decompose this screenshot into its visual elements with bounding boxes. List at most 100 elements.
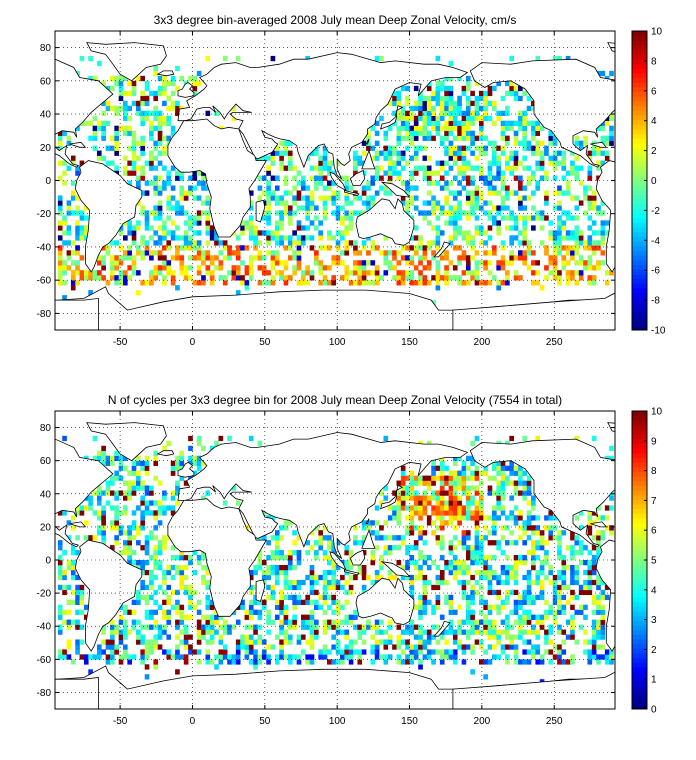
heatmap-cell [492, 629, 497, 635]
heatmap-cell [331, 579, 337, 586]
heatmap-cell [500, 629, 506, 635]
heatmap-cell [413, 490, 419, 496]
heatmap-cell [144, 220, 150, 226]
heatmap-cell [492, 604, 497, 610]
heatmap-cell [322, 265, 328, 271]
heatmap-cell [253, 599, 258, 605]
heatmap-cell [149, 609, 154, 615]
heatmap-cell [79, 230, 85, 236]
colorbar-segment [632, 560, 647, 566]
heatmap-cell [175, 245, 180, 251]
heatmap-cell [383, 235, 389, 241]
heatmap-cell [175, 460, 180, 466]
heatmap-cell [518, 255, 523, 261]
heatmap-cell [257, 639, 263, 645]
heatmap-cell [552, 614, 558, 620]
heatmap-cell [422, 500, 428, 506]
heatmap-cell [231, 654, 237, 660]
heatmap-cell [435, 639, 441, 645]
heatmap-cell [192, 195, 198, 201]
heatmap-cell [431, 480, 436, 486]
heatmap-cell [405, 624, 410, 630]
heatmap-cell [166, 80, 172, 87]
heatmap-cell [179, 185, 185, 191]
x-tick-label: 250 [546, 337, 563, 348]
heatmap-cell [552, 245, 558, 251]
heatmap-cell [66, 564, 72, 571]
heatmap-cell [583, 185, 588, 191]
colorbar-segment [632, 255, 647, 261]
heatmap-cell [500, 599, 506, 605]
heatmap-cell [123, 634, 128, 640]
heatmap-cell [92, 115, 98, 121]
heatmap-cell [179, 584, 185, 591]
heatmap-cell [140, 639, 146, 645]
heatmap-cell [183, 634, 189, 640]
heatmap-cell [422, 135, 428, 141]
heatmap-cell [279, 624, 284, 630]
heatmap-cell [205, 569, 211, 576]
heatmap-cell [183, 270, 189, 276]
heatmap-cell [583, 629, 588, 635]
heatmap-cell [305, 155, 310, 161]
heatmap-cell [75, 265, 80, 271]
heatmap-cell [448, 260, 454, 266]
heatmap-cell [131, 619, 137, 625]
heatmap-cell [387, 505, 393, 511]
heatmap-cell [127, 125, 132, 131]
heatmap-cell [570, 250, 575, 256]
heatmap-cell [153, 545, 159, 551]
heatmap-cell [344, 619, 350, 625]
heatmap-cell [513, 515, 519, 521]
heatmap-cell [292, 270, 297, 276]
heatmap-cell [513, 130, 519, 136]
heatmap-cell [565, 275, 571, 281]
heatmap-cell [123, 490, 128, 496]
heatmap-cell [409, 490, 415, 496]
heatmap-cell [574, 540, 580, 546]
heatmap-cell [478, 574, 484, 581]
heatmap-cell [292, 230, 297, 236]
heatmap-cell [274, 185, 280, 191]
colorbar-segment [632, 578, 647, 584]
heatmap-cell [457, 505, 462, 511]
landmass [74, 160, 143, 273]
heatmap-cell [518, 510, 523, 516]
heatmap-cell [457, 210, 462, 216]
heatmap-cell [600, 150, 606, 156]
heatmap-cell [322, 609, 328, 615]
colorbar-segment [632, 522, 647, 528]
heatmap-cell [609, 525, 614, 531]
heatmap-cell [374, 155, 380, 161]
heatmap-cell [383, 550, 389, 556]
heatmap-cell [557, 540, 562, 546]
heatmap-cell [400, 195, 406, 201]
heatmap-cell [557, 589, 562, 596]
heatmap-cell [522, 140, 528, 146]
heatmap-cell [400, 535, 406, 541]
heatmap-cell [144, 250, 150, 256]
heatmap-cell [248, 639, 254, 645]
colorbar-segment [632, 504, 647, 510]
heatmap-cell [383, 130, 389, 136]
x-tick-label: 0 [190, 337, 196, 348]
heatmap-cell [270, 280, 276, 286]
heatmap-cell [66, 654, 72, 660]
heatmap-cell [509, 125, 515, 131]
heatmap-cell [426, 105, 432, 112]
heatmap-cell [153, 589, 159, 596]
heatmap-cell [57, 260, 63, 266]
heatmap-cell [318, 530, 323, 536]
heatmap-cell [435, 115, 441, 121]
colorbar-segment [632, 485, 647, 491]
heatmap-cell [557, 160, 562, 166]
heatmap-cell [522, 525, 528, 531]
heatmap-cell [557, 654, 562, 660]
heatmap-cell [539, 165, 545, 171]
colorbar-segment [632, 259, 647, 265]
heatmap-cell [387, 260, 393, 266]
heatmap-cell [422, 110, 428, 117]
heatmap-cell [196, 629, 202, 635]
heatmap-cell [409, 520, 415, 526]
heatmap-cell [101, 520, 106, 526]
